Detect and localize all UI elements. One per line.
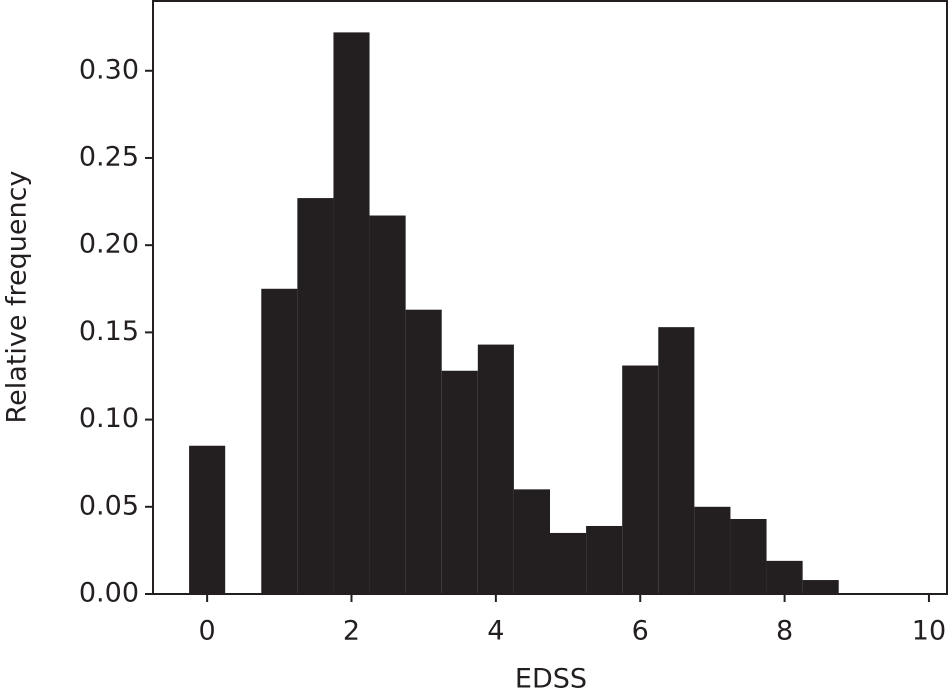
x-tick-label: 10 [912,616,946,647]
bar [369,215,406,594]
bar [658,327,695,594]
bar [802,580,839,594]
y-tick-label: 0.30 [79,54,139,85]
x-tick-label: 0 [199,616,216,647]
x-tick-label: 2 [343,616,360,647]
y-tick-label: 0.20 [79,229,139,260]
x-tick-label: 6 [632,616,649,647]
bar [694,506,731,594]
bar [189,445,226,594]
x-tick-label: 4 [487,616,504,647]
bar [766,560,803,594]
y-tick-label: 0.00 [79,578,139,609]
bar [405,309,442,594]
bar [441,370,478,594]
y-tick-label: 0.05 [79,490,139,521]
y-tick-label: 0.25 [79,141,139,172]
y-axis-label: Relative frequency [2,171,33,424]
plot-frame [152,0,948,595]
bar [333,32,370,595]
bar [477,344,514,594]
bar [622,365,659,594]
bar [550,532,587,594]
bar [586,525,623,594]
bar [297,198,334,594]
x-tick-label: 8 [776,616,793,647]
y-tick-label: 0.10 [79,403,139,434]
x-axis-label: EDSS [515,664,587,695]
bar [513,489,550,594]
bar [730,519,767,594]
bar [261,288,298,594]
y-tick-label: 0.15 [79,316,139,347]
